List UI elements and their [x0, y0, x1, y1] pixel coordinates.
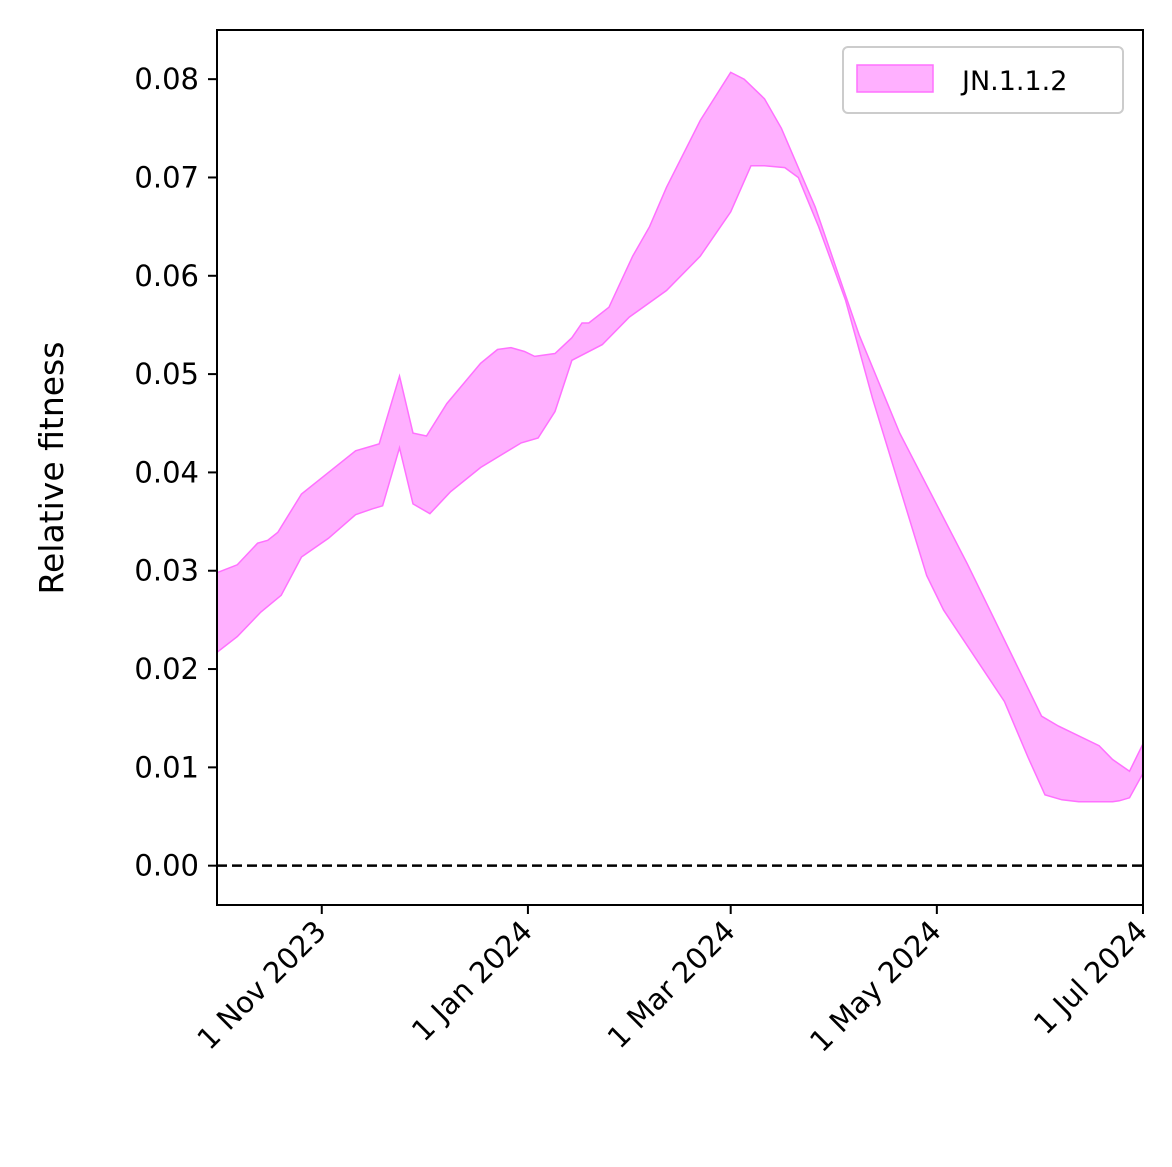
y-tick-label: 0.06	[134, 259, 199, 293]
y-axis: 0.00 0.01 0.02 0.03 0.04 0.05 0.06 0.07 0.08	[134, 62, 217, 883]
legend: JN.1.1.2	[842, 46, 1124, 114]
y-tick-label: 0.01	[134, 750, 199, 784]
series-bands	[216, 71, 1144, 803]
plot-frame	[216, 29, 1144, 906]
y-tick-label: 0.05	[134, 357, 199, 391]
y-tick-label: 0.08	[134, 62, 199, 96]
legend-box	[842, 46, 1124, 114]
y-axis-label: Relative fitness	[32, 342, 71, 595]
x-tick-label: 1 Nov 2023	[190, 914, 332, 1056]
legend-swatch	[856, 64, 934, 93]
legend-label: JN.1.1.2	[960, 66, 1067, 97]
x-tick-label: 1 Jan 2024	[405, 914, 539, 1048]
x-axis: 1 Nov 2023 1 Jan 2024 1 Mar 2024 1 May 2024…	[190, 905, 1154, 1059]
x-tick-label: 1 Jul 2024	[1027, 914, 1154, 1041]
y-tick-label: 0.07	[134, 160, 199, 194]
series-band-0	[216, 71, 1144, 803]
y-tick-label: 0.03	[134, 554, 199, 588]
x-tick-label: 1 May 2024	[803, 914, 948, 1059]
x-tick-label: 1 Mar 2024	[601, 914, 742, 1055]
y-tick-label: 0.00	[134, 849, 199, 883]
y-tick-label: 0.04	[134, 455, 199, 489]
y-tick-label: 0.02	[134, 652, 199, 686]
